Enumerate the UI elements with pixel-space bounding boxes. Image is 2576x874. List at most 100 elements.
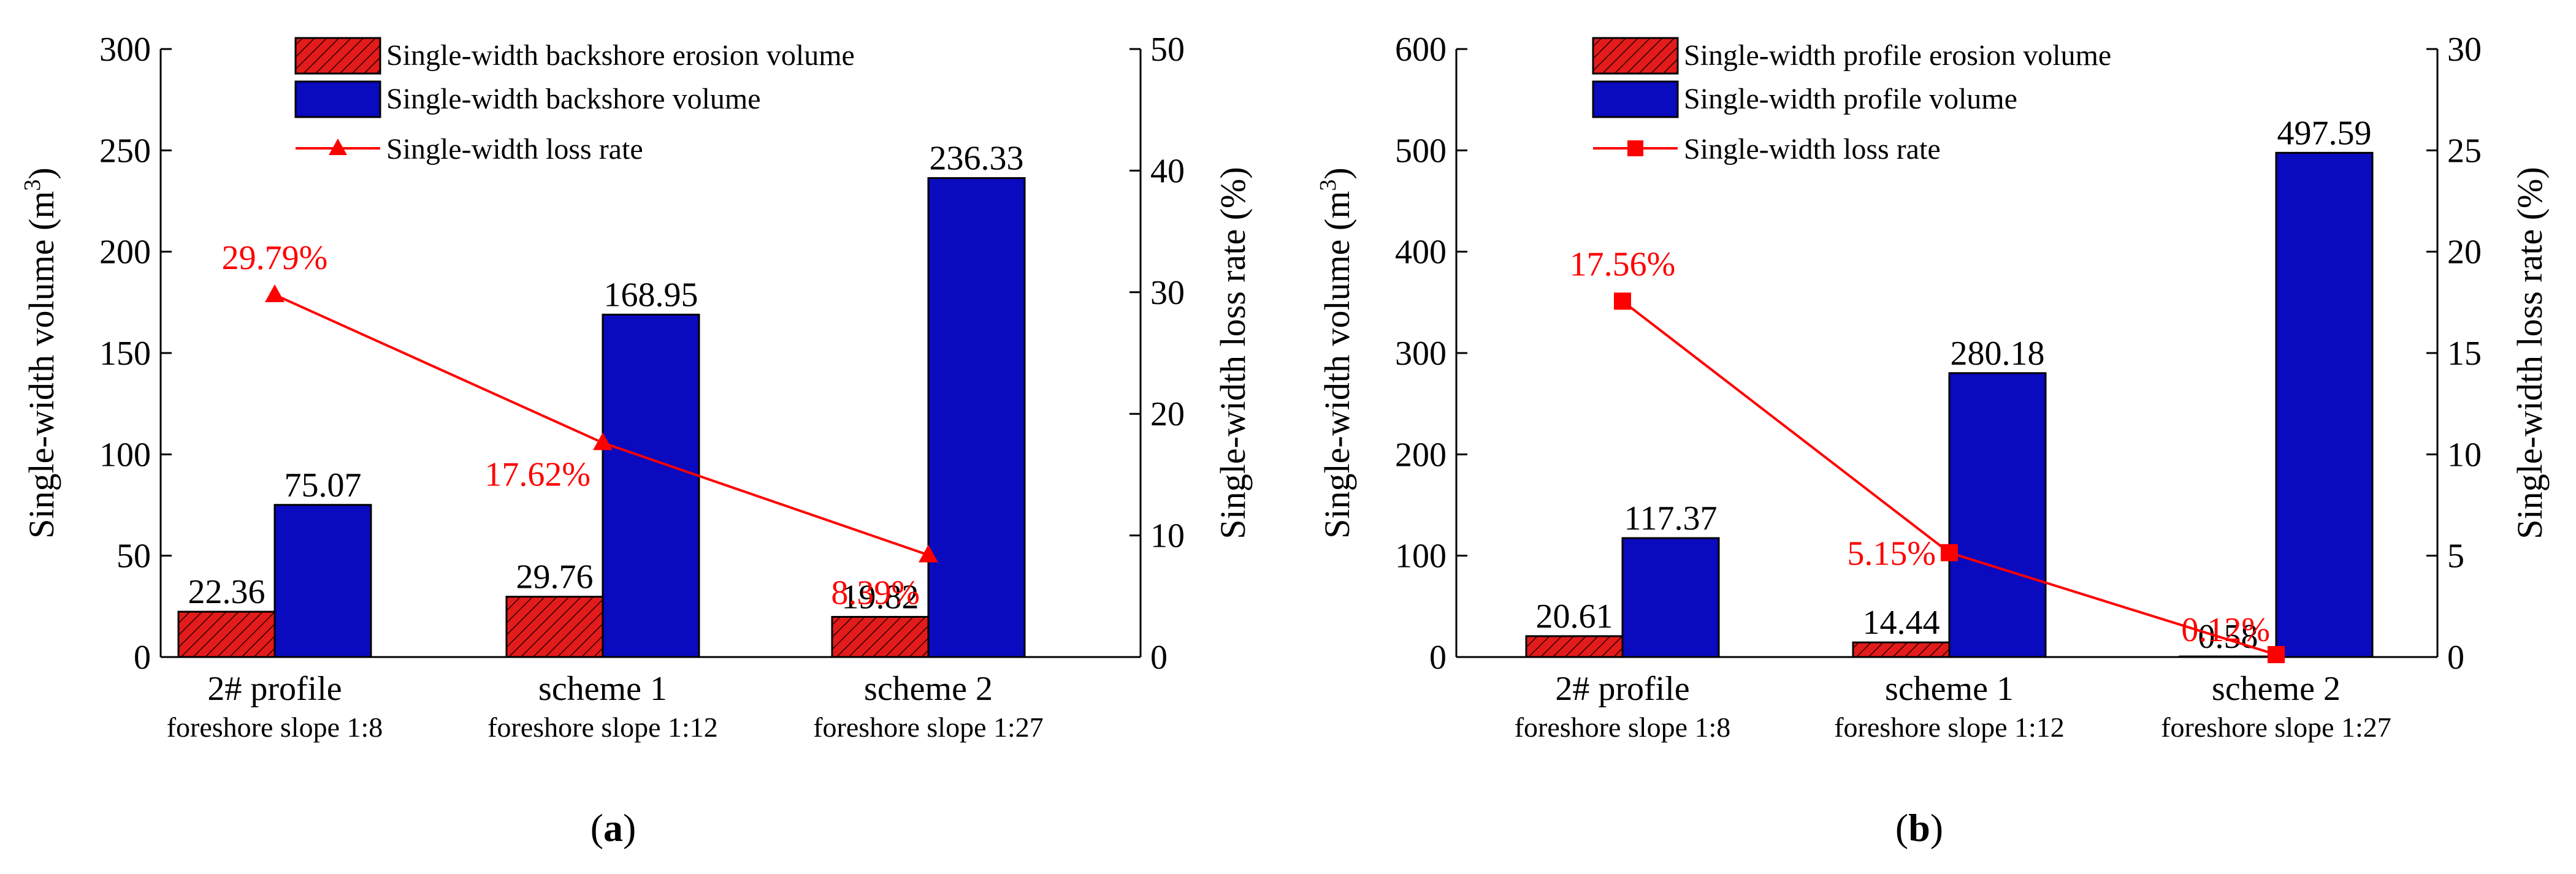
right-axis-tick-label: 0 — [1150, 639, 1168, 677]
right-axis-tick-label: 20 — [1150, 395, 1185, 433]
right-axis-tick-label: 30 — [1150, 274, 1185, 312]
loss-rate-label: 17.62% — [484, 455, 590, 493]
right-axis-tick-label: 50 — [1150, 31, 1185, 69]
legend-swatch-volume — [1592, 80, 1679, 118]
erosion-bar — [505, 596, 604, 658]
erosion-bar-label: 0.58 — [2198, 618, 2258, 656]
erosion-bar-label: 22.36 — [188, 573, 266, 611]
left-axis-tick-label: 150 — [99, 335, 151, 373]
volume-bar — [273, 504, 372, 658]
chart-panel-b: 0 100 200 300 400 500 600 0 5 10 15 20 25 30 Single-wi… — [1315, 31, 2550, 849]
category-sublabel: foreshore slope 1:12 — [1834, 712, 2065, 743]
category-label: 2# profile — [207, 670, 342, 708]
erosion-bar — [1852, 641, 1951, 658]
volume-bar-label: 168.95 — [604, 276, 698, 314]
panel-label-letter: b — [1908, 806, 1930, 849]
category-label: scheme 2 — [2212, 670, 2341, 708]
erosion-bar — [2179, 655, 2277, 658]
legend-swatch-marker — [329, 139, 347, 155]
left-axis-title-text: Single-width volume (m — [21, 191, 61, 539]
loss-rate-marker — [919, 544, 938, 563]
left-axis-title-text: Single-width volume (m — [1317, 191, 1357, 539]
panel-label-close: ) — [1930, 806, 1943, 849]
legend-label-volume: Single-width backshore volume — [386, 83, 761, 115]
left-axis-tick-label: 200 — [1395, 436, 1447, 474]
left-axis-title: Single-width volume (m3) — [1315, 167, 1357, 538]
right-axis-tick-label: 25 — [2447, 132, 2482, 170]
volume-bar — [2275, 151, 2374, 658]
right-axis-tick-label: 15 — [2447, 335, 2482, 373]
left-axis-tick-label: 500 — [1395, 132, 1447, 170]
right-axis-tick-label: 5 — [2447, 538, 2464, 576]
right-axis-tick-label: 10 — [2447, 436, 2482, 474]
volume-bar-label: 117.37 — [1624, 500, 1718, 538]
category-label: scheme 2 — [864, 670, 993, 708]
category-label: scheme 1 — [538, 670, 667, 708]
category-sublabel: foreshore slope 1:8 — [1515, 712, 1731, 743]
left-axis-title-sup: 3 — [1315, 180, 1341, 191]
left-axis-tick-label: 0 — [134, 639, 151, 677]
volume-bar — [1621, 537, 1720, 658]
loss-rate-marker — [265, 284, 285, 302]
left-axis-tick-label: 300 — [1395, 335, 1447, 373]
left-axis-tick-label: 200 — [99, 234, 151, 272]
left-axis-tick-label: 250 — [99, 132, 151, 170]
left-axis-tick-label: 50 — [117, 538, 151, 576]
right-axis-title: Single-width loss rate (%) — [1213, 167, 1253, 539]
left-axis-title-sup: 3 — [20, 180, 45, 191]
left-axis-tick-label: 400 — [1395, 234, 1447, 272]
erosion-bar — [1525, 635, 1624, 658]
right-axis-tick-label: 20 — [2447, 234, 2482, 272]
panel-label-open: ( — [1895, 806, 1908, 849]
category-label: 2# profile — [1555, 670, 1689, 708]
category-label: scheme 1 — [1885, 670, 2014, 708]
category-sublabel: foreshore slope 1:27 — [2161, 712, 2391, 743]
left-axis-title: Single-width volume (m3) — [20, 167, 61, 538]
right-axis-tick-label: 30 — [2447, 31, 2482, 69]
category-sublabel: foreshore slope 1:27 — [813, 712, 1044, 743]
volume-bar-label: 280.18 — [1951, 335, 2045, 373]
loss-rate-label: 8.39% — [831, 574, 920, 612]
category-sublabel: foreshore slope 1:8 — [167, 712, 383, 743]
legend-swatch-volume — [294, 80, 381, 118]
erosion-bar-label: 29.76 — [516, 558, 594, 596]
erosion-bar — [831, 615, 930, 658]
legend-swatch-erosion — [294, 37, 381, 75]
left-axis-tick-label: 600 — [1395, 31, 1447, 69]
legend-label-erosion: Single-width backshore erosion volume — [386, 39, 855, 72]
legend-label-volume: Single-width profile volume — [1684, 83, 2017, 115]
left-axis-tick-label: 300 — [99, 31, 151, 69]
loss-rate-marker — [1941, 544, 1958, 561]
chart-panel-a: 0 50 100 150 200 250 300 0 10 20 30 40 50 Single-widt… — [20, 31, 1253, 849]
loss-rate-label: 0.12% — [2181, 611, 2270, 649]
volume-bar — [927, 177, 1026, 658]
loss-rate-marker — [593, 432, 613, 450]
panel-label-letter: a — [603, 806, 623, 849]
legend-swatch-marker — [1627, 140, 1643, 156]
right-axis-title: Single-width loss rate (%) — [2510, 167, 2550, 539]
loss-rate-marker — [1614, 292, 1631, 310]
panel-label-close: ) — [623, 806, 636, 849]
left-axis-title-close: ) — [21, 167, 61, 179]
legend-swatch-erosion — [1592, 37, 1679, 75]
loss-rate-label: 17.56% — [1570, 245, 1676, 283]
left-axis-title-close: ) — [1317, 167, 1357, 179]
left-axis-tick-label: 0 — [1429, 639, 1447, 677]
loss-rate-line — [274, 294, 929, 557]
loss-rate-label: 5.15% — [1847, 535, 1936, 573]
loss-rate-marker — [2268, 646, 2285, 664]
erosion-bar-label: 19.82 — [842, 578, 919, 616]
category-sublabel: foreshore slope 1:12 — [487, 712, 718, 743]
legend-label-loss: Single-width loss rate — [1684, 133, 1941, 165]
erosion-bar — [177, 610, 276, 658]
volume-bar-label: 497.59 — [2277, 114, 2372, 152]
panel-label: (b) — [1895, 806, 1943, 849]
loss-rate-label: 29.79% — [222, 239, 328, 277]
volume-bar — [602, 313, 700, 658]
legend-label-loss: Single-width loss rate — [386, 133, 643, 165]
volume-bar — [1948, 372, 2047, 658]
panel-label-open: ( — [590, 806, 603, 849]
left-axis-tick-label: 100 — [1395, 538, 1447, 576]
erosion-bar-label: 14.44 — [1863, 604, 1940, 642]
